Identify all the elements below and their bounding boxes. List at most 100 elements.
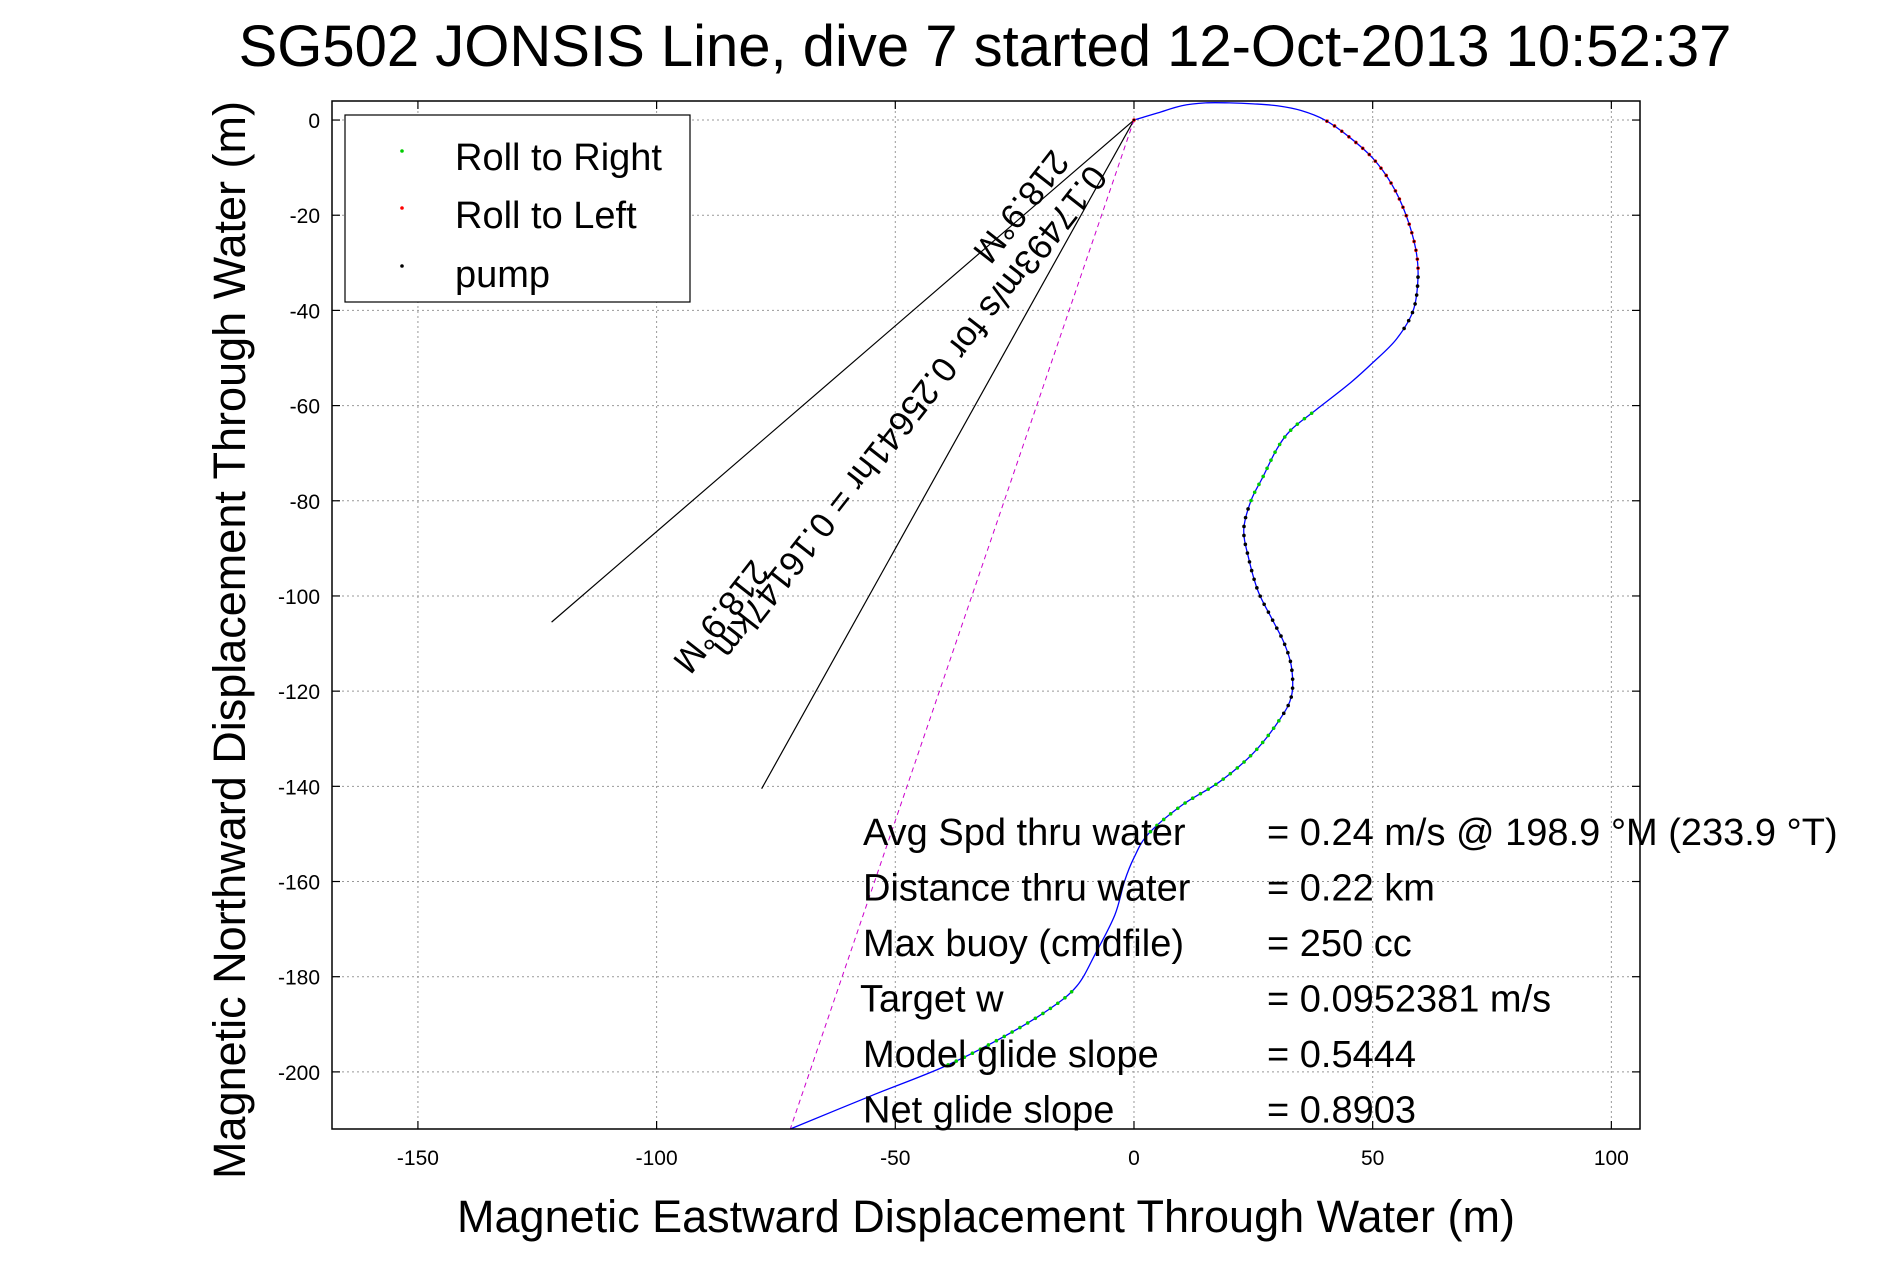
pump-marker <box>1402 326 1406 331</box>
roll-right-marker <box>978 1047 983 1051</box>
pump-marker <box>1243 542 1248 547</box>
pump-marker <box>1270 618 1275 622</box>
x-axis-label: Magnetic Eastward Displacement Through W… <box>457 1191 1515 1242</box>
pump-marker <box>1286 650 1290 655</box>
pump-marker <box>1394 189 1397 193</box>
roll-right-marker <box>1155 823 1159 828</box>
roll-right-marker <box>1277 442 1282 447</box>
x-ticks: -150 -100 -50 0 50 100 <box>397 101 1629 1170</box>
pump-marker <box>1252 577 1256 582</box>
depth-averaged-current-line <box>789 119 1135 1130</box>
legend: Roll to Right Roll to Left pump <box>344 114 691 303</box>
pump-marker <box>1286 703 1290 708</box>
roll-right-marker <box>1176 806 1180 811</box>
pump-marker <box>1385 174 1388 177</box>
roll-right-marker <box>970 1051 975 1056</box>
annotation-label: Model glide slope <box>863 1034 1159 1076</box>
x-tick-label: 0 <box>1128 1147 1140 1170</box>
roll-right-marker <box>1183 801 1187 805</box>
chart-title: SG502 JONSIS Line, dive 7 started 12-Oct… <box>239 14 1732 79</box>
roll-right-marker <box>1235 766 1240 770</box>
pump-marker <box>1242 533 1246 538</box>
pump-marker <box>1347 135 1351 138</box>
pump-marker <box>1389 181 1393 185</box>
x-tick-label: 100 <box>1594 1147 1629 1170</box>
roll-right-marker <box>1309 411 1314 416</box>
annotations: Avg Spd thru water = 0.24 m/s @ 198.9 °M … <box>860 812 1838 1132</box>
pump-marker <box>1290 686 1295 690</box>
roll-right-marker <box>1273 450 1277 454</box>
roll-right-marker <box>1002 1034 1007 1039</box>
pump-marker <box>1413 302 1417 306</box>
roll-right-marker <box>1295 422 1300 426</box>
roll-right-marker <box>994 1038 999 1043</box>
roll-right-marker <box>1033 1016 1038 1021</box>
pump-marker <box>1288 659 1293 664</box>
pump-marker <box>1290 668 1294 673</box>
roll-right-marker <box>1266 733 1271 738</box>
annotation-label: Max buoy (cmdfile) <box>863 923 1184 965</box>
y-tick-label: -100 <box>278 586 320 609</box>
pump-marker <box>1340 130 1344 133</box>
pump-marker <box>1398 197 1401 201</box>
roll-right-marker <box>1302 416 1307 421</box>
legend-marker-pump <box>400 264 404 268</box>
pump-marker <box>1258 594 1262 598</box>
legend-label-pump: pump <box>455 254 550 296</box>
pump-marker <box>1132 118 1136 122</box>
roll-right-marker <box>1288 428 1293 433</box>
x-tick-label: -150 <box>397 1147 439 1170</box>
annotation-label: Net glide slope <box>863 1090 1114 1132</box>
y-tick-label: -80 <box>290 491 320 514</box>
roll-right-marker <box>1242 760 1246 764</box>
roll-right-marker <box>1190 796 1195 800</box>
heading-line-2 <box>761 119 1135 790</box>
y-tick-label: -40 <box>290 300 320 323</box>
roll-right-marker <box>1282 435 1287 439</box>
roll-right-marker <box>1025 1021 1030 1025</box>
legend-marker-roll-right <box>400 149 404 153</box>
pump-marker <box>1262 602 1266 607</box>
pump-marker <box>1281 711 1286 716</box>
track <box>790 102 1419 1130</box>
annotation-label: Avg Spd thru water <box>863 812 1186 854</box>
pump-marker <box>1246 507 1250 511</box>
legend-label-roll-right: Roll to Right <box>455 137 662 179</box>
y-tick-label: -200 <box>278 1062 320 1085</box>
roll-right-marker <box>1254 747 1259 752</box>
pump-marker <box>1405 214 1408 217</box>
pump-marker <box>1414 249 1418 252</box>
x-tick-label: 50 <box>1361 1147 1384 1170</box>
pump-marker <box>1333 124 1336 128</box>
track-markers <box>946 118 1420 1067</box>
roll-right-marker <box>1206 787 1211 791</box>
current-lines <box>551 119 1135 1130</box>
legend-marker-roll-left <box>400 206 404 210</box>
roll-right-marker <box>1148 829 1153 834</box>
roll-right-marker <box>1228 771 1233 776</box>
pump-marker <box>1247 560 1252 564</box>
annotation-value: = 0.8903 <box>1267 1090 1416 1132</box>
pump-marker <box>1410 310 1415 315</box>
annotation-value: = 250 cc <box>1267 923 1412 965</box>
annotation-label: Distance thru water <box>863 868 1191 910</box>
pump-marker <box>1379 166 1383 170</box>
roll-right-marker <box>1018 1025 1022 1030</box>
pump-marker <box>1414 293 1419 297</box>
roll-right-marker <box>1221 777 1226 781</box>
y-ticks: 0 -20 -40 -60 -80 -100 -120 -140 -160 -180 -200 <box>278 110 1640 1085</box>
y-tick-label: -180 <box>278 967 320 990</box>
annotation-value: = 0.0952381 m/s <box>1267 979 1551 1021</box>
pump-marker <box>1416 266 1420 270</box>
pump-marker <box>1279 634 1283 638</box>
pump-marker <box>1282 642 1287 647</box>
roll-right-marker <box>1214 782 1218 787</box>
pump-marker <box>1374 159 1377 163</box>
annotation-value: = 0.22 km <box>1267 868 1435 910</box>
pump-marker <box>1243 515 1248 520</box>
roll-right-marker <box>1257 482 1261 487</box>
pump-marker <box>1412 240 1416 243</box>
pump-marker <box>1266 610 1271 614</box>
pump-marker <box>1410 231 1414 234</box>
